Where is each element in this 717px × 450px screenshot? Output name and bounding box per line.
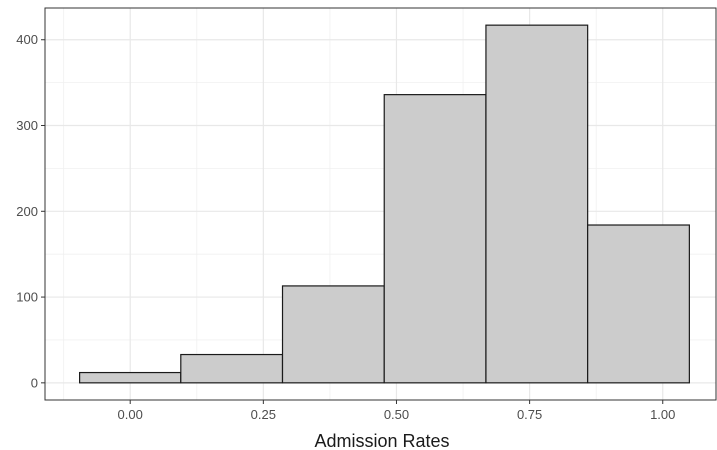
y-tick-label: 300	[16, 118, 38, 133]
y-tick-label: 100	[16, 290, 38, 305]
histogram-bar	[79, 371, 182, 384]
y-axis: 0 100 200 300 400	[16, 32, 45, 390]
x-tick-label: 0.25	[251, 407, 276, 422]
histogram-bar	[485, 24, 589, 384]
x-tick-label: 0.50	[384, 407, 409, 422]
histogram-bar	[281, 285, 385, 384]
x-tick-label: 0.75	[517, 407, 542, 422]
x-axis: 0.00 0.25 0.50 0.75 1.00	[118, 400, 675, 422]
x-tick-label: 0.00	[118, 407, 143, 422]
histogram-bar	[587, 224, 690, 384]
x-axis-title: Admission Rates	[314, 431, 449, 450]
histogram-bars	[79, 24, 690, 384]
y-tick-label: 200	[16, 204, 38, 219]
y-tick-label: 0	[31, 375, 38, 390]
histogram-bar	[383, 94, 487, 384]
histogram-bar	[180, 353, 284, 384]
panel-border	[44, 7, 717, 401]
y-tick-label: 400	[16, 32, 38, 47]
x-tick-label: 1.00	[650, 407, 675, 422]
